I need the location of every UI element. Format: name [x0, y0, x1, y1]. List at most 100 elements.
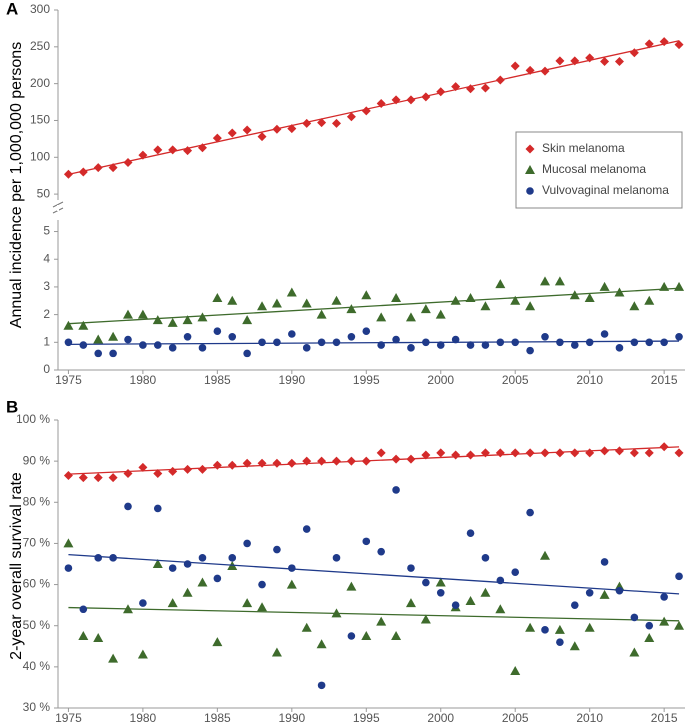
marker	[212, 637, 223, 647]
marker	[257, 458, 267, 468]
marker	[599, 281, 610, 291]
marker	[139, 341, 147, 349]
marker	[346, 304, 357, 314]
x-tick-label: 1975	[55, 711, 82, 725]
legend-label: Skin melanoma	[542, 141, 625, 155]
marker	[302, 456, 312, 466]
marker	[480, 587, 491, 597]
marker	[227, 128, 237, 138]
marker	[629, 448, 639, 458]
marker	[347, 632, 356, 640]
legend-box	[515, 131, 683, 209]
marker	[212, 460, 222, 470]
marker	[317, 118, 327, 128]
marker	[615, 586, 624, 595]
marker	[644, 39, 654, 49]
marker	[569, 290, 580, 300]
marker	[332, 338, 341, 347]
x-tick-label: 1980	[130, 373, 157, 387]
x-tick-label: 1980	[130, 711, 157, 725]
marker	[361, 106, 371, 116]
marker	[286, 287, 297, 297]
marker	[377, 547, 385, 556]
marker	[183, 146, 193, 156]
y-tick-label: 100 %	[16, 412, 50, 426]
marker	[451, 450, 461, 460]
marker	[421, 92, 431, 102]
marker	[465, 293, 476, 302]
marker	[242, 315, 253, 325]
marker	[465, 596, 476, 606]
marker	[78, 320, 89, 330]
marker	[495, 604, 506, 614]
x-tick-label: 1990	[278, 373, 305, 387]
y-tick-label: 3	[43, 279, 50, 293]
marker	[422, 578, 430, 587]
marker	[79, 605, 88, 614]
marker	[93, 473, 103, 483]
marker	[585, 338, 594, 347]
marker	[361, 290, 372, 300]
marker	[525, 65, 535, 75]
marker	[272, 458, 282, 468]
y-tick-label: 2	[43, 307, 50, 321]
marker	[511, 568, 520, 577]
x-tick-label: 2000	[427, 373, 454, 387]
marker	[316, 639, 327, 649]
marker	[570, 341, 579, 349]
marker	[466, 450, 476, 460]
marker	[645, 621, 654, 630]
legend-label: Vulvovaginal melanoma	[542, 183, 669, 197]
y-tick-label: 150	[30, 113, 50, 127]
marker	[376, 312, 387, 322]
y-tick-label: 200	[30, 76, 50, 90]
y-tick-label: 40 %	[23, 659, 51, 673]
marker	[436, 341, 445, 349]
marker	[675, 332, 683, 341]
marker	[629, 301, 640, 311]
marker	[481, 554, 490, 562]
marker	[659, 442, 669, 452]
y-tick-label: 100	[30, 149, 50, 163]
marker	[644, 633, 655, 643]
marker	[480, 301, 491, 311]
marker	[78, 167, 88, 177]
marker	[526, 508, 534, 517]
marker	[600, 558, 609, 566]
marker	[422, 338, 430, 347]
marker	[420, 614, 431, 624]
y-tick-label: 300	[30, 2, 50, 16]
x-tick-label: 1990	[278, 711, 305, 725]
marker	[346, 456, 356, 466]
marker	[109, 349, 117, 358]
marker	[332, 456, 342, 466]
marker	[152, 559, 163, 568]
marker	[361, 631, 372, 640]
marker	[541, 332, 549, 341]
marker	[645, 338, 654, 347]
marker	[450, 295, 461, 305]
marker	[153, 145, 163, 155]
marker	[108, 473, 118, 483]
marker	[152, 315, 163, 325]
marker	[614, 57, 624, 67]
marker	[376, 616, 387, 626]
marker	[108, 653, 119, 663]
marker	[600, 330, 609, 338]
x-tick-label: 2010	[576, 373, 603, 387]
marker	[540, 66, 550, 76]
panel-label: A	[6, 0, 18, 18]
marker	[525, 301, 536, 311]
marker	[123, 468, 133, 478]
marker	[168, 145, 178, 155]
y-tick-label: 5	[43, 224, 50, 238]
marker	[644, 295, 655, 305]
marker	[510, 295, 521, 305]
marker	[346, 581, 357, 591]
marker	[257, 301, 268, 311]
marker	[361, 456, 371, 466]
marker	[659, 616, 670, 626]
marker	[674, 281, 685, 291]
marker	[64, 564, 73, 572]
marker	[496, 576, 505, 585]
